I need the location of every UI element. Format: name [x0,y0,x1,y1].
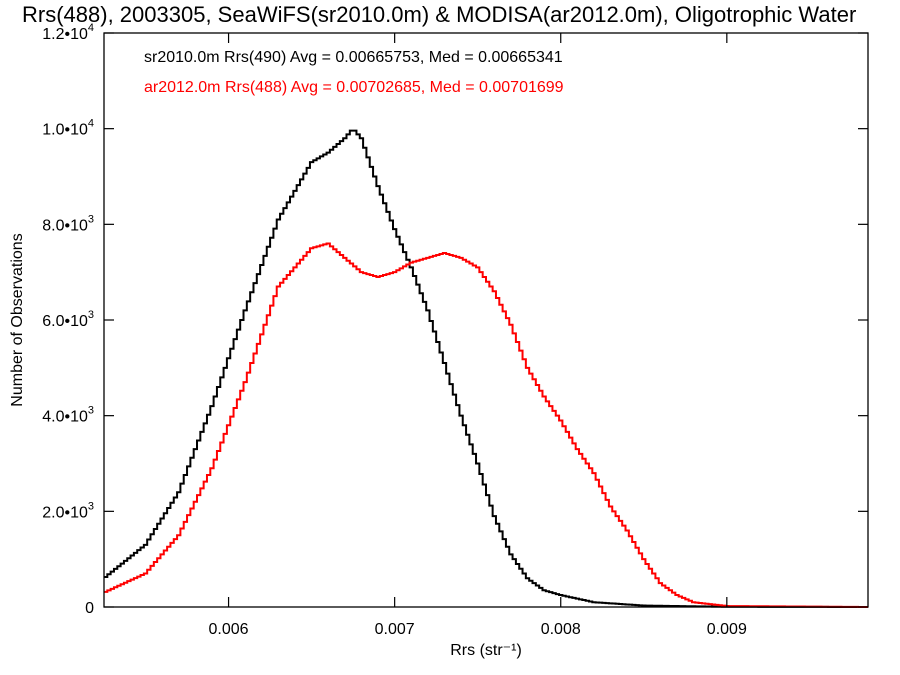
plot-frame [103,32,869,608]
legend-entry-red: ar2012.0m Rrs(488) Avg = 0.00702685, Med… [144,79,564,96]
y-tick-label: 1.0•104 [42,118,94,139]
series-red-histogram [104,242,868,608]
series-black-histogram [104,129,868,608]
y-tick-label: 8.0•103 [42,213,94,234]
x-tick-label: 0.007 [375,621,415,638]
legend: sr2010.0m Rrs(490) Avg = 0.00665753, Med… [144,49,564,96]
x-axis-label: Rrs (str⁻¹) [450,642,522,659]
y-axis: 0 2.0•103 4.0•103 6.0•103 8.0•103 1.0•104 1.2•… [42,22,868,617]
chart-title: Rrs(488), 2003305, SeaWiFS(sr2010.0m) & … [22,2,856,27]
y-tick-label: 0 [85,600,94,617]
y-tick-label: 2.0•103 [42,500,94,521]
legend-entry-black: sr2010.0m Rrs(490) Avg = 0.00665753, Med… [144,49,563,66]
x-axis: 0.006 0.007 0.008 0.009 [209,33,747,638]
y-axis-label: Number of Observations [9,233,26,406]
y-tick-label: 1.2•104 [42,22,94,43]
x-tick-label: 0.006 [209,621,249,638]
y-tick-label: 4.0•103 [42,405,94,426]
x-tick-label: 0.009 [707,621,747,638]
series-layer [104,129,868,608]
y-tick-label: 6.0•103 [42,309,94,330]
x-tick-label: 0.008 [541,621,581,638]
